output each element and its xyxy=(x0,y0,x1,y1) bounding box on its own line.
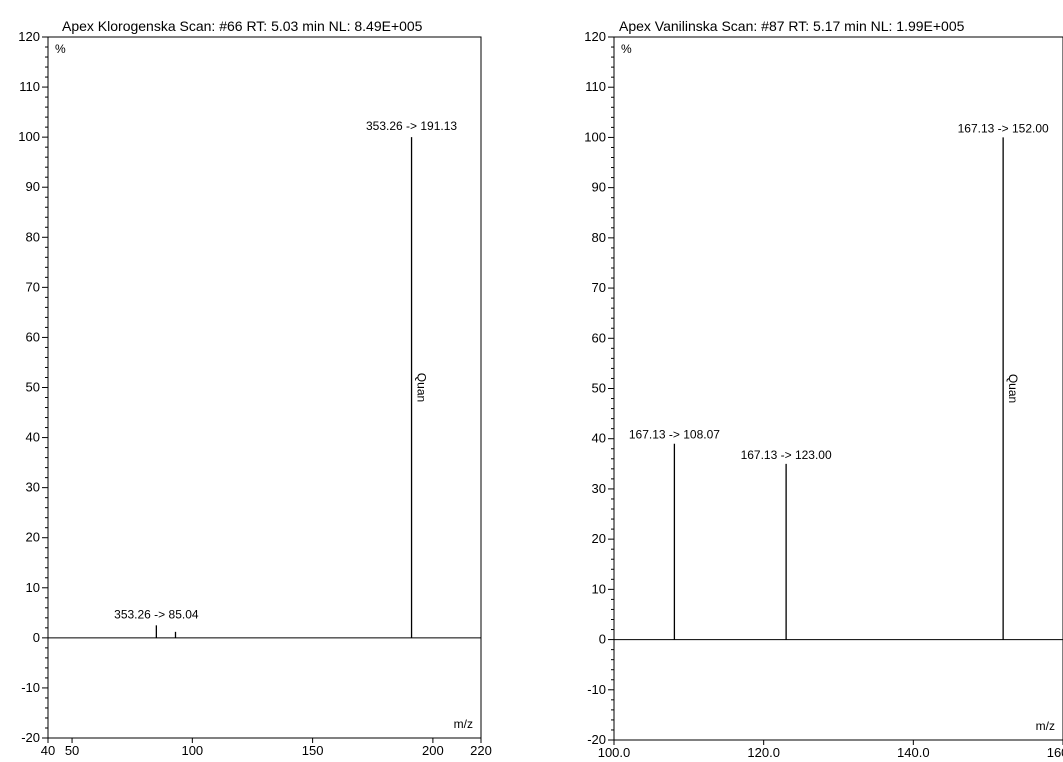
y-tick-label: 120 xyxy=(18,29,40,44)
x-tick-label: 120.0 xyxy=(747,745,780,760)
y-tick-label: 60 xyxy=(592,330,606,345)
y-tick-label: 30 xyxy=(592,481,606,496)
y-tick-label: 40 xyxy=(26,430,40,445)
x-tick-label: 100.0 xyxy=(598,745,631,760)
y-tick-label: 100 xyxy=(584,129,606,144)
y-tick-label: 10 xyxy=(26,580,40,595)
peak-annotation: Quan xyxy=(415,373,429,402)
y-tick-label: -10 xyxy=(587,682,606,697)
plot-frame xyxy=(613,36,1063,741)
y-tick-label: 0 xyxy=(599,632,606,647)
y-tick-label: 90 xyxy=(26,179,40,194)
peak-label: 167.13 -> 108.07 xyxy=(629,428,720,442)
y-tick-label: 60 xyxy=(26,329,40,344)
peak-label: 353.26 -> 85.04 xyxy=(114,607,199,621)
x-tick-label: 200 xyxy=(422,743,444,758)
y-tick-label: 20 xyxy=(592,531,606,546)
y-tick-label: 90 xyxy=(592,180,606,195)
y-tick-label: 30 xyxy=(26,480,40,495)
chart-panel-2: Apex Vanilinska Scan: #87 RT: 5.17 min N… xyxy=(584,18,1063,760)
y-tick-label: -20 xyxy=(21,730,40,745)
y-tick-label: 80 xyxy=(26,229,40,244)
chart-title: Apex Vanilinska Scan: #87 RT: 5.17 min N… xyxy=(619,18,965,34)
y-tick-label: 70 xyxy=(592,280,606,295)
x-tick-label: 150 xyxy=(302,743,324,758)
peak-label: 167.13 -> 152.00 xyxy=(958,121,1049,135)
x-tick-label: 40 xyxy=(41,743,55,758)
y-tick-label: 10 xyxy=(592,581,606,596)
x-tick-label: 220 xyxy=(470,743,492,758)
peak-annotation: Quan xyxy=(1006,374,1020,403)
x-axis-label: m/z xyxy=(454,717,473,731)
chart-title: Apex Klorogenska Scan: #66 RT: 5.03 min … xyxy=(62,18,423,34)
peak-label: 353.26 -> 191.13 xyxy=(366,119,457,133)
y-tick-label: 100 xyxy=(18,129,40,144)
y-tick-label: 120 xyxy=(584,29,606,44)
y-tick-label: 110 xyxy=(585,79,606,94)
y-tick-label: 50 xyxy=(592,381,606,396)
y-tick-label: 110 xyxy=(19,79,40,94)
x-tick-label: 100 xyxy=(181,743,203,758)
y-tick-label: -10 xyxy=(21,680,40,695)
y-tick-label: -20 xyxy=(587,732,606,747)
x-axis-label: m/z xyxy=(1036,719,1055,733)
y-tick-label: 70 xyxy=(26,279,40,294)
y-tick-label: 20 xyxy=(26,530,40,545)
y-tick-label: 50 xyxy=(26,380,40,395)
y-tick-label: 80 xyxy=(592,230,606,245)
chart-panel-1: Apex Klorogenska Scan: #66 RT: 5.03 min … xyxy=(18,18,492,758)
y-axis-label: % xyxy=(55,42,66,56)
x-tick-label: 140.0 xyxy=(897,745,930,760)
peak-label: 167.13 -> 123.00 xyxy=(741,448,832,462)
x-tick-label: 50 xyxy=(65,743,79,758)
y-tick-label: 40 xyxy=(592,431,606,446)
y-tick-label: 0 xyxy=(33,630,40,645)
x-tick-label: 160.0 xyxy=(1047,745,1063,760)
y-axis-label: % xyxy=(621,42,632,56)
